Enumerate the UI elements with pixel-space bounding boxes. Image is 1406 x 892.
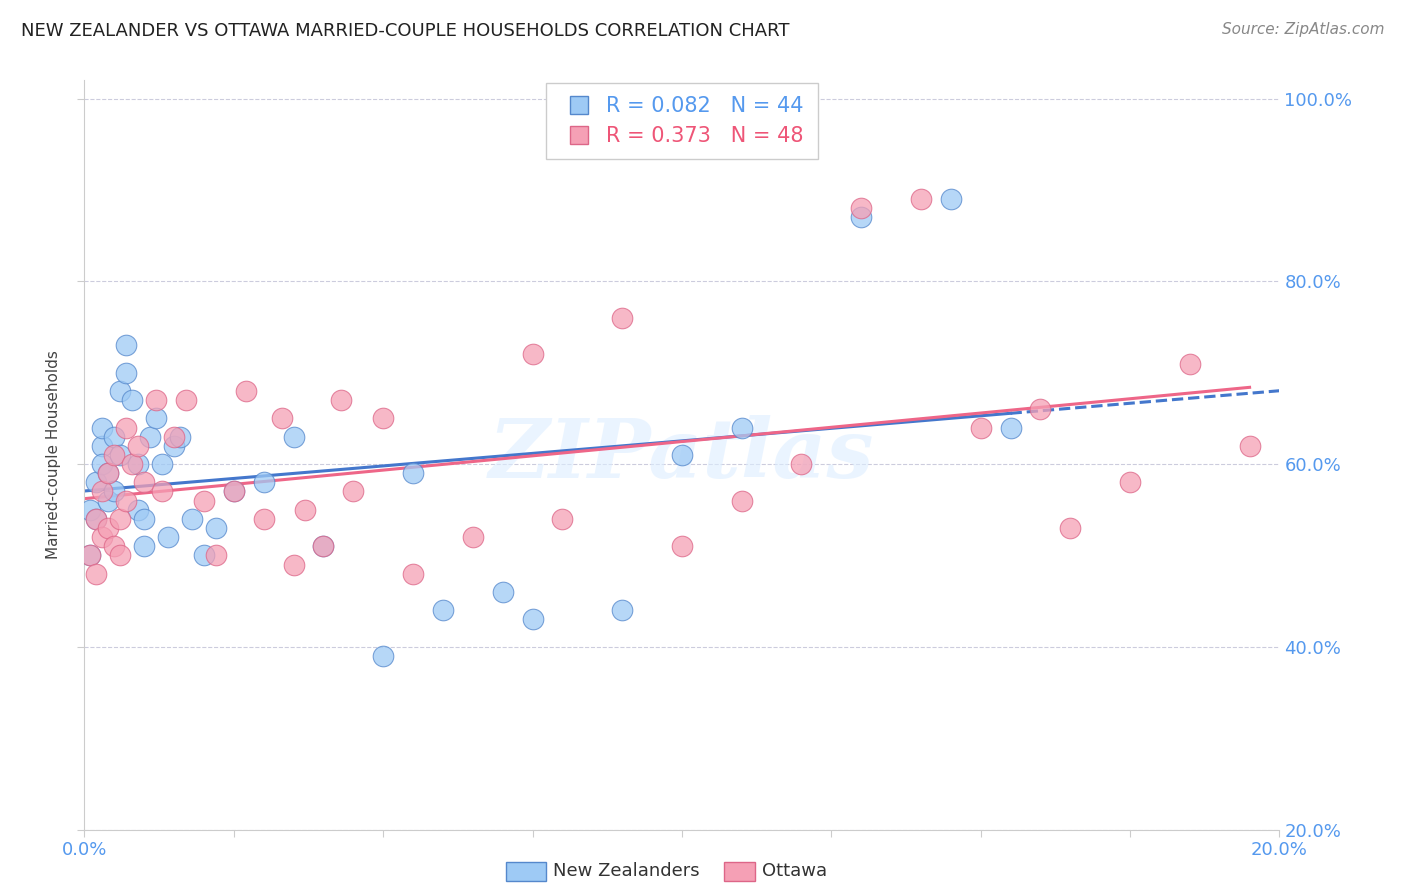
Point [235,384,257,398]
Point [121,457,143,471]
Point [163,430,186,444]
Point [283,558,305,572]
Point [121,393,143,408]
Point [1178,357,1201,371]
Point [150,484,173,499]
Point [731,493,754,508]
Point [97,466,120,480]
Point [103,430,125,444]
Text: Source: ZipAtlas.com: Source: ZipAtlas.com [1222,22,1385,37]
Point [103,448,125,462]
Point [671,539,693,553]
Point [193,549,215,563]
Point [522,347,544,361]
Point [312,539,335,553]
Point [193,493,215,508]
Point [1029,402,1052,417]
Point [103,484,125,499]
Point [330,393,353,408]
Point [86,566,108,581]
Point [86,475,108,490]
Point [402,466,425,480]
Point [522,612,544,626]
Point [163,439,186,453]
Point [294,502,316,516]
Point [145,411,167,425]
Text: ZIPatlas: ZIPatlas [489,415,875,495]
Point [169,430,191,444]
Text: New Zealanders: New Zealanders [553,863,699,880]
Point [312,539,335,553]
Point [851,201,873,215]
Legend: R = 0.082   N = 44, R = 0.373   N = 48: R = 0.082 N = 44, R = 0.373 N = 48 [546,82,818,160]
Point [115,338,138,352]
Point [612,603,634,617]
Point [91,439,114,453]
Point [91,484,114,499]
Point [551,512,574,526]
Point [492,585,515,599]
Point [1239,439,1261,453]
Point [79,502,101,516]
Point [970,420,993,434]
Point [97,466,120,480]
Point [127,502,149,516]
Point [145,393,167,408]
Point [115,366,138,380]
Point [110,384,132,398]
Point [132,475,156,490]
Text: NEW ZEALANDER VS OTTAWA MARRIED-COUPLE HOUSEHOLDS CORRELATION CHART: NEW ZEALANDER VS OTTAWA MARRIED-COUPLE H… [21,22,790,40]
Point [115,420,138,434]
Point [432,603,454,617]
Point [127,439,149,453]
Point [790,457,813,471]
Point [79,549,101,563]
Point [86,512,108,526]
Point [97,493,120,508]
Point [205,549,228,563]
Point [283,430,305,444]
Point [157,530,180,544]
Point [1119,475,1142,490]
Point [110,549,132,563]
Point [671,448,693,462]
Point [91,530,114,544]
Point [181,512,204,526]
Point [115,493,138,508]
Point [132,539,156,553]
Point [91,420,114,434]
Point [79,549,101,563]
Point [342,484,364,499]
Point [97,521,120,535]
Point [222,484,245,499]
Point [174,393,197,408]
Point [461,530,484,544]
Point [939,192,962,206]
Point [132,512,156,526]
Point [110,512,132,526]
Point [731,420,754,434]
Point [253,512,276,526]
Point [91,457,114,471]
Point [139,430,162,444]
Point [253,475,276,490]
Point [612,310,634,325]
Point [851,211,873,225]
Point [222,484,245,499]
Point [86,512,108,526]
Point [270,411,292,425]
Point [373,648,395,663]
Point [103,539,125,553]
Point [150,457,173,471]
Point [910,192,932,206]
Point [127,457,149,471]
Point [373,411,395,425]
Point [402,566,425,581]
Point [205,521,228,535]
Point [1059,521,1081,535]
Point [110,448,132,462]
Text: Ottawa: Ottawa [762,863,827,880]
Point [1000,420,1022,434]
Y-axis label: Married-couple Households: Married-couple Households [46,351,62,559]
